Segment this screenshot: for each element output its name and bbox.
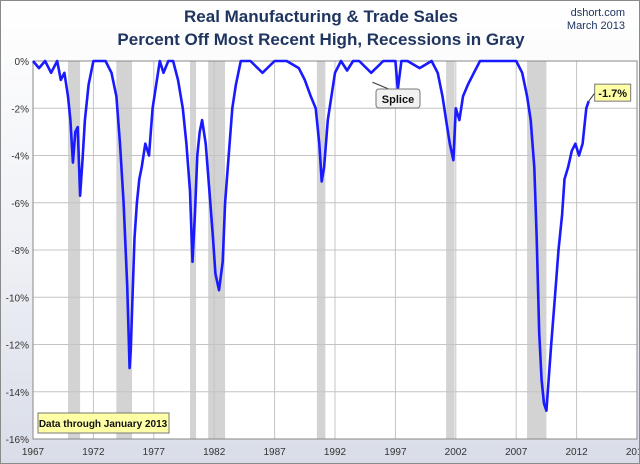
x-tick-label: 2002: [445, 447, 468, 458]
chart-subtitle: Percent Off Most Recent High, Recessions…: [117, 30, 525, 49]
series-line: [32, 59, 590, 413]
data-through-label: Data through January 2013: [39, 419, 168, 430]
x-tick-label: 1977: [143, 447, 166, 458]
brand-date: March 2013: [566, 20, 625, 32]
splice-label: Splice: [382, 94, 414, 106]
y-tick-label: -10%: [6, 293, 29, 304]
x-tick-label: 1972: [82, 447, 105, 458]
last-value-label: -1.7%: [598, 88, 627, 100]
y-tick-label: 0%: [15, 57, 30, 68]
y-tick-label: -4%: [11, 152, 29, 163]
y-tick-label: -12%: [6, 341, 29, 352]
x-tick-label: 1967: [22, 447, 45, 458]
last-value-pointer: [588, 92, 596, 102]
y-tick-label: -2%: [11, 104, 29, 115]
brand-site: dshort.com: [570, 7, 625, 19]
x-tick-label: 2007: [505, 447, 528, 458]
x-tick-label: 1997: [384, 447, 407, 458]
x-tick-label: 1987: [263, 447, 286, 458]
splice-callout: [375, 88, 421, 109]
last-value-callout: [594, 83, 632, 102]
x-tick-label: 1982: [203, 447, 226, 458]
x-tick-label: 2017: [626, 447, 640, 458]
x-tick-label: 2012: [565, 447, 588, 458]
x-tick-label: 1992: [324, 447, 347, 458]
chart-title: Real Manufacturing & Trade Sales: [184, 7, 458, 26]
y-tick-label: -8%: [11, 246, 29, 257]
y-tick-label: -6%: [11, 199, 29, 210]
plot-border: [32, 60, 638, 440]
data-through-box: [37, 412, 170, 434]
y-tick-label: -14%: [6, 388, 29, 399]
y-tick-label: -16%: [6, 435, 29, 446]
